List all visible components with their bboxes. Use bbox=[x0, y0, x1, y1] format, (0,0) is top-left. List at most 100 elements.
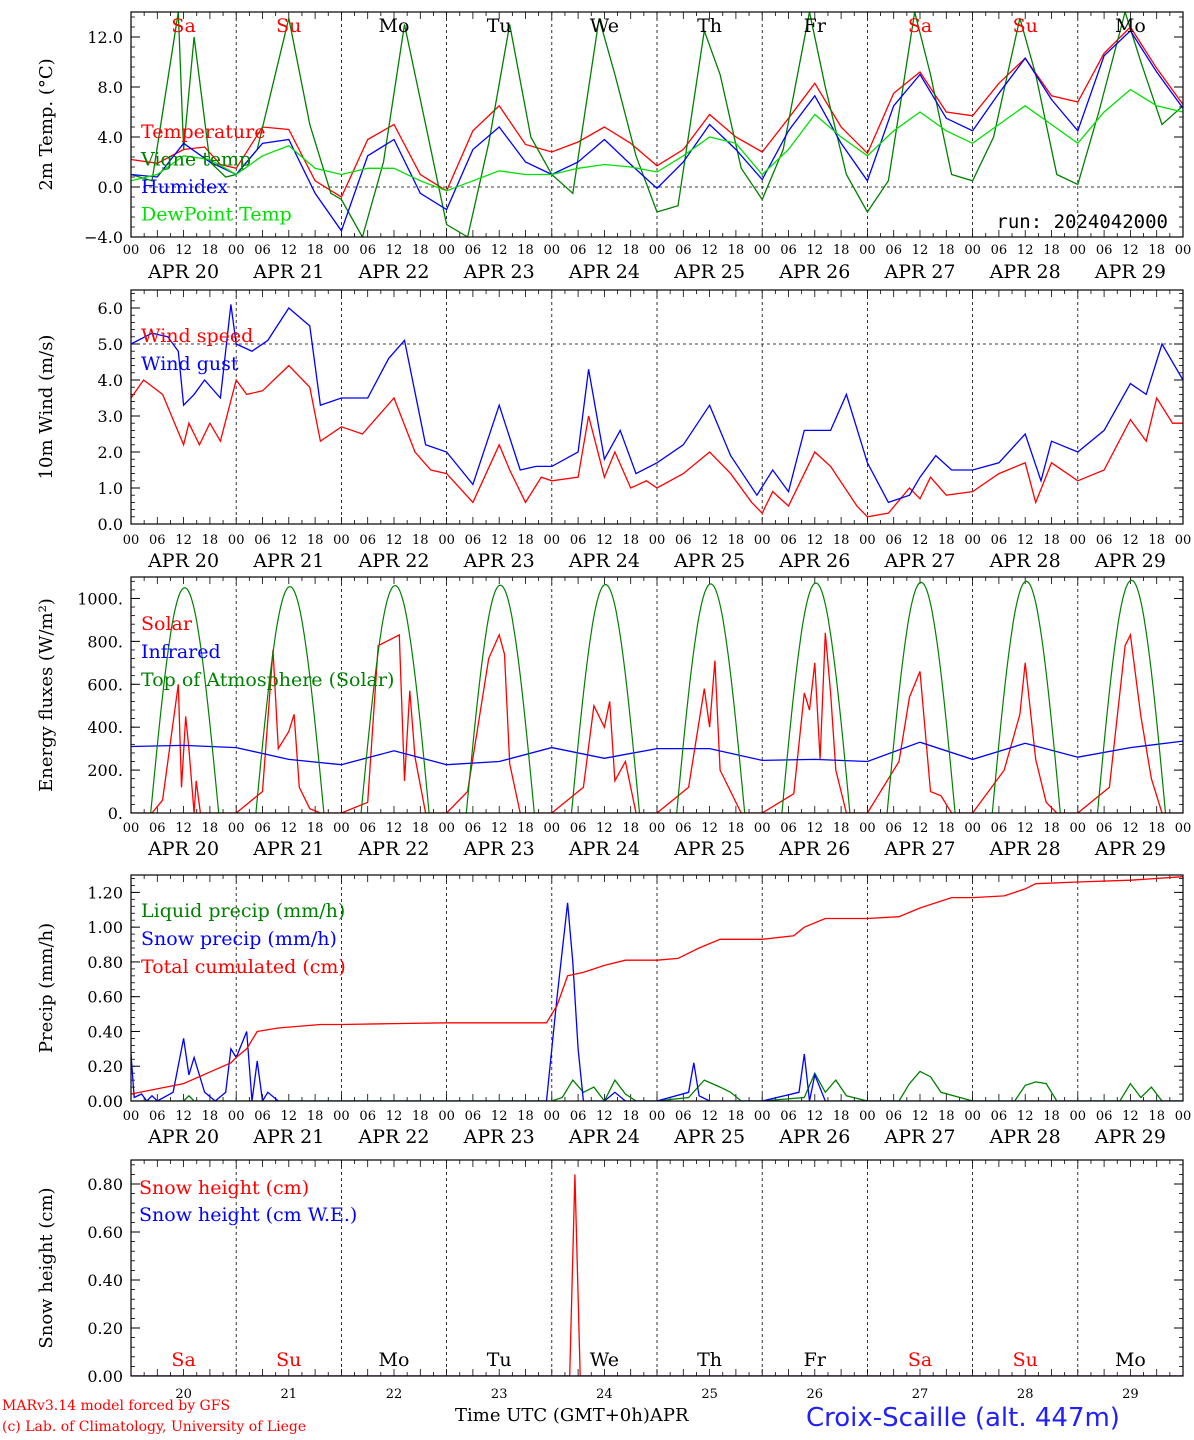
y-tick-label: 8.0 bbox=[98, 78, 123, 97]
hour-tick-label: 06 bbox=[465, 533, 482, 548]
weekday-label: Su bbox=[276, 15, 301, 37]
hour-tick-label: 12 bbox=[1017, 243, 1034, 258]
y-tick-label: 5.0 bbox=[98, 335, 123, 354]
hour-tick-label: 06 bbox=[885, 243, 902, 258]
legend-entry: Snow precip (mm/h) bbox=[141, 928, 337, 950]
hour-tick-label: 00 bbox=[333, 1109, 350, 1124]
day-number-label: 22 bbox=[386, 1387, 403, 1402]
hour-tick-label: 12 bbox=[1017, 533, 1034, 548]
plot-frame bbox=[130, 576, 1184, 814]
hour-tick-label: 18 bbox=[517, 243, 534, 258]
y-tick-label: 0.00 bbox=[87, 1092, 123, 1111]
series-line-2 bbox=[131, 902, 1183, 1101]
hour-tick-label: 00 bbox=[438, 1109, 455, 1124]
series-line-2 bbox=[131, 304, 1183, 504]
hour-tick-label: 12 bbox=[807, 1109, 824, 1124]
weekday-label: Sa bbox=[171, 1349, 195, 1371]
panel-5: 0.00 0.20 0.40 0.60 0.80 Snow height (cm) Snow… bbox=[36, 1159, 1184, 1402]
y-tick-label: 0.80 bbox=[87, 953, 123, 972]
hour-tick-label: 18 bbox=[517, 821, 534, 836]
hour-tick-label: 12 bbox=[807, 243, 824, 258]
hour-tick-label: 00 bbox=[544, 533, 561, 548]
weekday-label: Mo bbox=[1115, 15, 1146, 37]
day-label: APR 26 bbox=[778, 550, 850, 572]
hour-tick-label: 12 bbox=[912, 243, 929, 258]
hour-tick-label: 18 bbox=[1148, 821, 1165, 836]
hour-tick-label: 18 bbox=[412, 533, 429, 548]
hour-tick-label: 18 bbox=[938, 533, 955, 548]
y-axis-label: Precip (mm/h) bbox=[36, 923, 57, 1053]
hour-tick-label: 00 bbox=[964, 243, 981, 258]
weekday-label: Su bbox=[1013, 15, 1038, 37]
hour-tick-label: 06 bbox=[465, 1109, 482, 1124]
day-label: APR 26 bbox=[778, 1126, 850, 1148]
series-line-toa bbox=[676, 583, 746, 813]
series-line-toa bbox=[360, 584, 430, 813]
hour-tick-label: 12 bbox=[701, 1109, 718, 1124]
weekday-label: Su bbox=[1013, 1349, 1038, 1371]
y-tick-label: 3.0 bbox=[98, 407, 123, 426]
hour-tick-label: 12 bbox=[701, 821, 718, 836]
hour-tick-label: 00 bbox=[123, 821, 140, 836]
day-label: APR 27 bbox=[883, 1126, 955, 1148]
legend-entry: Top of Atmosphere (Solar) bbox=[141, 669, 394, 691]
hour-tick-label: 00 bbox=[754, 821, 771, 836]
hour-tick-label: 06 bbox=[149, 533, 166, 548]
series-line-1 bbox=[131, 1070, 1183, 1101]
hour-tick-label: 06 bbox=[570, 533, 587, 548]
hour-tick-label: 06 bbox=[149, 821, 166, 836]
legend-entry: Liquid precip (mm/h) bbox=[141, 900, 345, 922]
plot-area bbox=[131, 1174, 1183, 1376]
hour-tick-label: 18 bbox=[728, 533, 745, 548]
hour-tick-label: 00 bbox=[649, 533, 666, 548]
hour-tick-label: 12 bbox=[491, 533, 508, 548]
hour-tick-label: 18 bbox=[1043, 1109, 1060, 1124]
series-line-3 bbox=[131, 29, 1183, 233]
hour-tick-label: 00 bbox=[859, 533, 876, 548]
hour-tick-label: 18 bbox=[1043, 243, 1060, 258]
hour-tick-label: 18 bbox=[938, 821, 955, 836]
hour-tick-label: 18 bbox=[1148, 1109, 1165, 1124]
day-number-label: 25 bbox=[701, 1387, 718, 1402]
time-axis-title: Time UTC (GMT+0h)APR bbox=[455, 1405, 689, 1426]
day-label: APR 28 bbox=[989, 838, 1061, 860]
hour-tick-label: 12 bbox=[912, 1109, 929, 1124]
day-label: APR 28 bbox=[989, 261, 1061, 283]
hour-tick-label: 18 bbox=[1043, 821, 1060, 836]
hour-tick-label: 00 bbox=[964, 821, 981, 836]
day-label: APR 23 bbox=[463, 261, 535, 283]
hour-tick-label: 00 bbox=[544, 821, 561, 836]
hour-tick-label: 18 bbox=[202, 821, 219, 836]
legend-entry: DewPoint Temp bbox=[141, 204, 292, 226]
y-tick-label: 0.40 bbox=[87, 1271, 123, 1290]
hour-tick-label: 00 bbox=[438, 821, 455, 836]
hour-tick-label: 00 bbox=[123, 533, 140, 548]
hour-tick-label: 00 bbox=[1070, 533, 1087, 548]
hour-tick-label: 00 bbox=[1070, 1109, 1087, 1124]
weekday-label: We bbox=[590, 15, 619, 37]
y-tick-label: 1000. bbox=[77, 589, 123, 608]
day-label: APR 25 bbox=[673, 838, 745, 860]
hour-tick-label: 00 bbox=[438, 243, 455, 258]
hour-tick-label: 00 bbox=[859, 1109, 876, 1124]
y-tick-label: 2.0 bbox=[98, 443, 123, 462]
hour-tick-label: 18 bbox=[307, 243, 324, 258]
hour-tick-label: 00 bbox=[649, 243, 666, 258]
day-label: APR 20 bbox=[147, 1126, 219, 1148]
hour-tick-label: 12 bbox=[596, 533, 613, 548]
day-label: APR 25 bbox=[673, 550, 745, 572]
day-label: APR 29 bbox=[1094, 550, 1166, 572]
series-line-2 bbox=[131, 12, 1183, 237]
series-line-toa bbox=[255, 586, 325, 813]
series-line-toa bbox=[150, 587, 220, 813]
hour-tick-label: 00 bbox=[754, 1109, 771, 1124]
y-tick-label: 0.20 bbox=[87, 1057, 123, 1076]
hour-tick-label: 06 bbox=[359, 533, 376, 548]
day-label: APR 21 bbox=[252, 261, 324, 283]
weekday-label: Sa bbox=[171, 15, 195, 37]
day-label: APR 29 bbox=[1094, 1126, 1166, 1148]
hour-tick-label: 18 bbox=[622, 1109, 639, 1124]
hour-tick-label: 00 bbox=[228, 533, 245, 548]
plot-area bbox=[131, 579, 1183, 813]
hour-tick-label: 06 bbox=[991, 533, 1008, 548]
